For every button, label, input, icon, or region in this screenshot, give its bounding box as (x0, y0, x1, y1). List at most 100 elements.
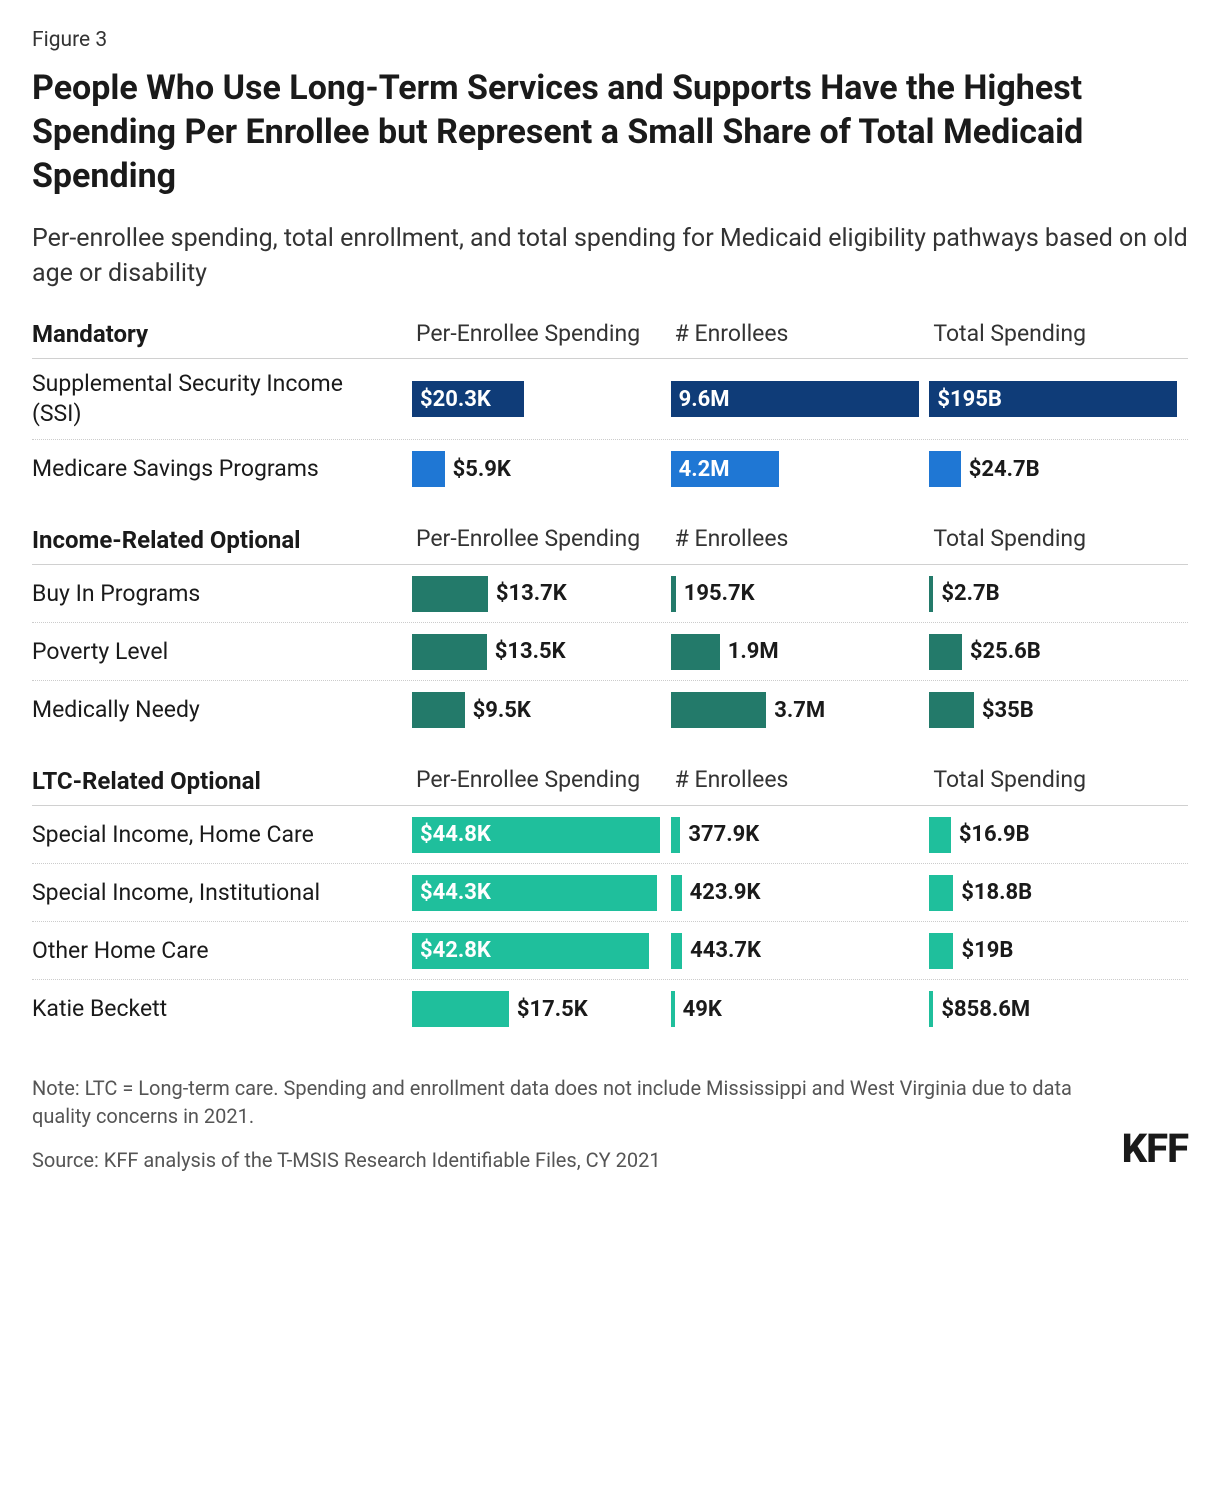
section: MandatoryPer-Enrollee Spending# Enrollee… (32, 319, 1188, 499)
bar-value-label: 1.9M (720, 634, 787, 670)
bar-value-label: $13.5K (487, 634, 574, 670)
bar-value-label: $19B (953, 933, 1021, 969)
bar-cell: $195B (929, 381, 1188, 417)
section-title: Income-Related Optional (32, 526, 412, 554)
bar-value-label: 3.7M (766, 692, 833, 728)
bar (929, 817, 950, 853)
bar-value-label: $25.6B (962, 634, 1049, 670)
kff-logo: KFF (1122, 1125, 1188, 1174)
bar-cell: 423.9K (671, 875, 930, 911)
bar (671, 875, 682, 911)
section-header: Income-Related OptionalPer-Enrollee Spen… (32, 524, 1188, 565)
row-label: Katie Beckett (32, 994, 412, 1024)
bar-value-label: $9.5K (465, 692, 539, 728)
bar-value-label: $44.3K (412, 875, 499, 911)
bar-cell: $35B (929, 692, 1188, 728)
row-label: Medicare Savings Programs (32, 454, 412, 484)
row-label: Other Home Care (32, 936, 412, 966)
bar-cell: $20.3K (412, 381, 671, 417)
bar-cell: $5.9K (412, 451, 671, 487)
column-header: Per-Enrollee Spending (412, 524, 671, 554)
column-header: Per-Enrollee Spending (412, 765, 671, 795)
bar-value-label: $195B (929, 381, 1010, 417)
chart-footer: Note: LTC = Long-term care. Spending and… (32, 1074, 1188, 1174)
bar-cell: $858.6M (929, 991, 1188, 1027)
table-row: Katie Beckett $17.5K 49K $858.6M (32, 980, 1188, 1038)
bar-cell: 195.7K (671, 576, 930, 612)
column-header: Total Spending (929, 765, 1188, 795)
bar-value-label: $16.9B (951, 817, 1038, 853)
bar-value-label: 9.6M (671, 381, 738, 417)
bar-value-label: 443.7K (682, 933, 769, 969)
bar-value-label: $35B (974, 692, 1042, 728)
row-label: Poverty Level (32, 637, 412, 667)
bar-cell: $17.5K (412, 991, 671, 1027)
bar-cell: $13.5K (412, 634, 671, 670)
bar-cell: $16.9B (929, 817, 1188, 853)
section-header: MandatoryPer-Enrollee Spending# Enrollee… (32, 319, 1188, 360)
bar (412, 991, 509, 1027)
bar (671, 817, 681, 853)
bar-cell: 3.7M (671, 692, 930, 728)
bar (412, 692, 465, 728)
row-label: Supplemental Security Income (SSI) (32, 369, 412, 429)
row-label: Buy In Programs (32, 579, 412, 609)
bar-cell: 377.9K (671, 817, 930, 853)
bar-value-label: $5.9K (445, 451, 519, 487)
bar-value-label: 49K (675, 991, 730, 1027)
bar (929, 451, 960, 487)
column-header: # Enrollees (671, 765, 930, 795)
column-header: Per-Enrollee Spending (412, 319, 671, 349)
footnote: Note: LTC = Long-term care. Spending and… (32, 1074, 1082, 1130)
bar-cell: $42.8K (412, 933, 671, 969)
bar-cell: $44.3K (412, 875, 671, 911)
bar (412, 451, 445, 487)
column-header: Total Spending (929, 319, 1188, 349)
bar-value-label: $42.8K (412, 933, 499, 969)
bar-value-label: 377.9K (680, 817, 767, 853)
bar-value-label: 195.7K (676, 576, 763, 612)
table-row: Poverty Level $13.5K 1.9M $25.6B (32, 623, 1188, 681)
bar-value-label: $20.3K (412, 381, 499, 417)
chart-title: People Who Use Long-Term Services and Su… (32, 66, 1188, 199)
section: Income-Related OptionalPer-Enrollee Spen… (32, 524, 1188, 739)
bar-value-label: $24.7B (961, 451, 1048, 487)
bar-value-label: 4.2M (671, 451, 738, 487)
section-title: Mandatory (32, 320, 412, 348)
table-row: Buy In Programs$13.7K195.7K$2.7B (32, 565, 1188, 623)
bar-cell: $9.5K (412, 692, 671, 728)
table-row: Medically Needy $9.5K 3.7M $35B (32, 681, 1188, 739)
bar-value-label: $17.5K (509, 991, 596, 1027)
bar (929, 875, 953, 911)
bar-cell: $18.8B (929, 875, 1188, 911)
bar-value-label: $44.8K (412, 817, 499, 853)
bar (412, 576, 488, 612)
bar-value-label: $858.6M (933, 991, 1038, 1027)
chart-subtitle: Per-enrollee spending, total enrollment,… (32, 221, 1188, 291)
bar (412, 634, 487, 670)
figure-label: Figure 3 (32, 28, 1188, 52)
bar (929, 634, 962, 670)
bar (671, 692, 767, 728)
column-header: # Enrollees (671, 319, 930, 349)
source-line: Source: KFF analysis of the T-MSIS Resea… (32, 1146, 1082, 1174)
row-label: Medically Needy (32, 695, 412, 725)
table-row: Other Home Care$42.8K 443.7K $19B (32, 922, 1188, 980)
table-row: Special Income, Home Care$44.8K 377.9K $16… (32, 806, 1188, 864)
bar-cell: $13.7K (412, 576, 671, 612)
section: LTC-Related OptionalPer-Enrollee Spendin… (32, 765, 1188, 1038)
bar-cell: 9.6M (671, 381, 930, 417)
bar-cell: 1.9M (671, 634, 930, 670)
row-label: Special Income, Home Care (32, 820, 412, 850)
bar-cell: 4.2M (671, 451, 930, 487)
bar (671, 634, 720, 670)
footer-text: Note: LTC = Long-term care. Spending and… (32, 1074, 1082, 1174)
bar-cell: 443.7K (671, 933, 930, 969)
column-header: Total Spending (929, 524, 1188, 554)
bar-value-label: $18.8B (953, 875, 1040, 911)
bar-value-label: 423.9K (682, 875, 769, 911)
bar (671, 933, 682, 969)
bar (929, 933, 953, 969)
bar-cell: $25.6B (929, 634, 1188, 670)
section-header: LTC-Related OptionalPer-Enrollee Spendin… (32, 765, 1188, 806)
